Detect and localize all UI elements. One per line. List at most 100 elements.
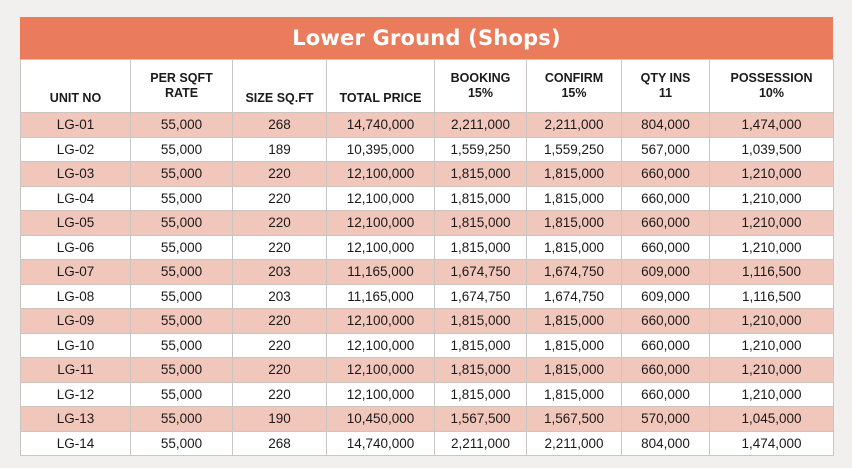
cell-per-sqft-rate: 55,000 xyxy=(130,234,233,260)
cell-total-price: 11,165,000 xyxy=(326,283,435,309)
cell-confirm: 1,815,000 xyxy=(526,381,622,407)
table-row: LG-12 55,000 220 12,100,000 1,815,000 1,815,0… xyxy=(20,381,834,407)
cell-possession: 1,045,000 xyxy=(709,406,834,432)
cell-unit-no: LG-05 xyxy=(20,210,131,236)
price-sheet: Lower Ground (Shops) UNIT NO PER SQFT RATE… xyxy=(20,17,834,456)
cell-possession: 1,474,000 xyxy=(709,112,834,138)
cell-size-sqft: 220 xyxy=(232,161,327,187)
cell-total-price: 12,100,000 xyxy=(326,161,435,187)
cell-booking: 1,815,000 xyxy=(434,332,527,358)
cell-booking: 1,815,000 xyxy=(434,210,527,236)
cell-possession: 1,210,000 xyxy=(709,381,834,407)
cell-unit-no: LG-10 xyxy=(20,332,131,358)
cell-booking: 1,815,000 xyxy=(434,308,527,334)
cell-possession: 1,210,000 xyxy=(709,210,834,236)
cell-possession: 1,039,500 xyxy=(709,136,834,162)
cell-booking: 1,559,250 xyxy=(434,136,527,162)
cell-booking: 1,674,750 xyxy=(434,259,527,285)
cell-per-sqft-rate: 55,000 xyxy=(130,283,233,309)
cell-confirm: 1,815,000 xyxy=(526,210,622,236)
cell-total-price: 14,740,000 xyxy=(326,430,435,456)
cell-booking: 2,211,000 xyxy=(434,430,527,456)
cell-booking: 1,674,750 xyxy=(434,283,527,309)
cell-qty-ins: 609,000 xyxy=(621,259,710,285)
column-header-possession: POSSESSION 10% xyxy=(709,59,834,113)
column-header-size-sqft: SIZE SQ.FT xyxy=(232,59,327,113)
column-header-line: TOTAL PRICE xyxy=(339,91,422,105)
cell-qty-ins: 660,000 xyxy=(621,381,710,407)
cell-qty-ins: 660,000 xyxy=(621,332,710,358)
cell-possession: 1,210,000 xyxy=(709,234,834,260)
cell-total-price: 12,100,000 xyxy=(326,357,435,383)
cell-unit-no: LG-01 xyxy=(20,112,131,138)
cell-qty-ins: 660,000 xyxy=(621,308,710,334)
cell-size-sqft: 220 xyxy=(232,234,327,260)
cell-total-price: 10,450,000 xyxy=(326,406,435,432)
cell-size-sqft: 268 xyxy=(232,430,327,456)
column-header-line: RATE xyxy=(164,86,199,100)
cell-size-sqft: 220 xyxy=(232,210,327,236)
table-body: LG-01 55,000 268 14,740,000 2,211,000 2,211,0… xyxy=(20,112,834,456)
cell-unit-no: LG-03 xyxy=(20,161,131,187)
cell-booking: 2,211,000 xyxy=(434,112,527,138)
cell-per-sqft-rate: 55,000 xyxy=(130,332,233,358)
cell-confirm: 1,815,000 xyxy=(526,357,622,383)
cell-booking: 1,815,000 xyxy=(434,357,527,383)
column-header-total-price: TOTAL PRICE xyxy=(326,59,435,113)
column-header-line: PER SQFT xyxy=(150,71,213,85)
cell-size-sqft: 203 xyxy=(232,259,327,285)
pricing-table: UNIT NO PER SQFT RATE SIZE SQ.FT TOTAL PRICE… xyxy=(20,59,834,456)
table-row: LG-08 55,000 203 11,165,000 1,674,750 1,674,7… xyxy=(20,283,834,309)
cell-qty-ins: 570,000 xyxy=(621,406,710,432)
cell-possession: 1,210,000 xyxy=(709,308,834,334)
cell-confirm: 1,674,750 xyxy=(526,259,622,285)
cell-per-sqft-rate: 55,000 xyxy=(130,406,233,432)
cell-unit-no: LG-07 xyxy=(20,259,131,285)
column-header-line: 15% xyxy=(467,86,494,100)
column-header-line: POSSESSION xyxy=(730,71,813,85)
column-header-unit-no: UNIT NO xyxy=(20,59,131,113)
cell-per-sqft-rate: 55,000 xyxy=(130,185,233,211)
cell-confirm: 2,211,000 xyxy=(526,112,622,138)
cell-unit-no: LG-02 xyxy=(20,136,131,162)
cell-unit-no: LG-08 xyxy=(20,283,131,309)
cell-unit-no: LG-04 xyxy=(20,185,131,211)
table-row: LG-14 55,000 268 14,740,000 2,211,000 2,211,0… xyxy=(20,430,834,456)
table-row: LG-10 55,000 220 12,100,000 1,815,000 1,815,0… xyxy=(20,332,834,358)
cell-size-sqft: 190 xyxy=(232,406,327,432)
column-header-line: CONFIRM xyxy=(544,71,604,85)
cell-booking: 1,815,000 xyxy=(434,234,527,260)
cell-possession: 1,474,000 xyxy=(709,430,834,456)
cell-qty-ins: 660,000 xyxy=(621,185,710,211)
cell-total-price: 12,100,000 xyxy=(326,381,435,407)
cell-possession: 1,116,500 xyxy=(709,283,834,309)
column-header-line: 15% xyxy=(561,86,587,100)
column-header-booking: BOOKING 15% xyxy=(434,59,527,113)
cell-unit-no: LG-12 xyxy=(20,381,131,407)
cell-qty-ins: 660,000 xyxy=(621,234,710,260)
column-header-line: 11 xyxy=(658,86,673,100)
table-row: LG-05 55,000 220 12,100,000 1,815,000 1,815,0… xyxy=(20,210,834,236)
cell-size-sqft: 220 xyxy=(232,308,327,334)
table-row: LG-01 55,000 268 14,740,000 2,211,000 2,211,0… xyxy=(20,112,834,138)
table-row: LG-03 55,000 220 12,100,000 1,815,000 1,815,0… xyxy=(20,161,834,187)
header-row: UNIT NO PER SQFT RATE SIZE SQ.FT TOTAL PRICE… xyxy=(20,59,834,113)
cell-qty-ins: 804,000 xyxy=(621,430,710,456)
cell-total-price: 12,100,000 xyxy=(326,332,435,358)
column-header-line: 10% xyxy=(758,86,785,100)
table-row: LG-06 55,000 220 12,100,000 1,815,000 1,815,0… xyxy=(20,234,834,260)
cell-total-price: 12,100,000 xyxy=(326,308,435,334)
table-row: LG-11 55,000 220 12,100,000 1,815,000 1,815,0… xyxy=(20,357,834,383)
column-header-line: SIZE SQ.FT xyxy=(245,91,314,105)
cell-unit-no: LG-11 xyxy=(20,357,131,383)
cell-size-sqft: 268 xyxy=(232,112,327,138)
cell-per-sqft-rate: 55,000 xyxy=(130,136,233,162)
cell-confirm: 1,567,500 xyxy=(526,406,622,432)
cell-per-sqft-rate: 55,000 xyxy=(130,308,233,334)
cell-total-price: 12,100,000 xyxy=(326,234,435,260)
cell-confirm: 1,815,000 xyxy=(526,161,622,187)
cell-size-sqft: 220 xyxy=(232,381,327,407)
table-row: LG-04 55,000 220 12,100,000 1,815,000 1,815,0… xyxy=(20,185,834,211)
cell-unit-no: LG-14 xyxy=(20,430,131,456)
cell-qty-ins: 660,000 xyxy=(621,210,710,236)
